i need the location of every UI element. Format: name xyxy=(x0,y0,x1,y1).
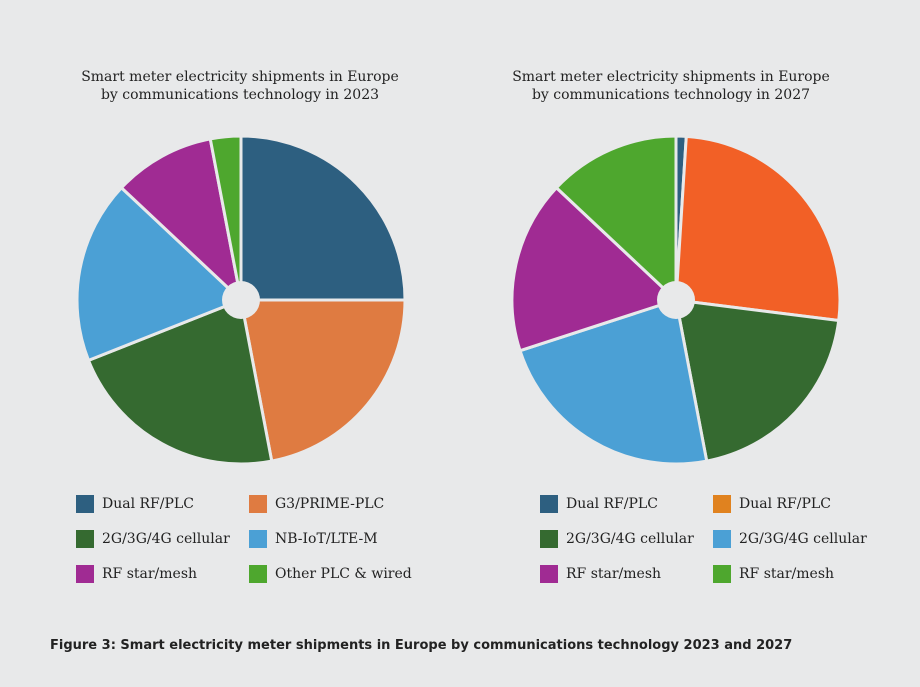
chart-title-2027-line2: by communications technology in 2027 xyxy=(531,87,811,103)
legend-label: 2G/3G/4G cellular xyxy=(102,531,230,547)
legend-item-0-2: 2G/3G/4G cellular xyxy=(76,530,230,548)
legend-item-1-0: Dual RF/PLC xyxy=(540,495,658,513)
legend-swatch xyxy=(540,565,558,583)
legend-swatch xyxy=(713,565,731,583)
pie-slice-0-1 xyxy=(239,298,407,463)
pie-slice-0-4 xyxy=(119,137,243,302)
pie-slice-0-3 xyxy=(75,186,243,362)
legend-label: Dual RF/PLC xyxy=(739,496,831,512)
legend-label: 2G/3G/4G cellular xyxy=(566,531,694,547)
pie-slice-0-2 xyxy=(87,298,274,466)
legend-item-0-3: NB-IoT/LTE-M xyxy=(249,530,378,548)
legend-item-0-0: Dual RF/PLC xyxy=(76,495,194,513)
legend-swatch xyxy=(713,495,731,513)
pie-slice-1-1 xyxy=(674,134,842,323)
chart-title-2023: Smart meter electricity shipments in Eur… xyxy=(40,68,440,104)
legend-label: Dual RF/PLC xyxy=(102,496,194,512)
chart-title-2027: Smart meter electricity shipments in Eur… xyxy=(471,68,871,104)
legend-swatch xyxy=(76,565,94,583)
pie-chart-2027 xyxy=(510,134,842,466)
legend-item-0-5: Other PLC & wired xyxy=(249,565,412,583)
figure-caption: Figure 3: Smart electricity meter shipme… xyxy=(50,638,793,653)
legend-swatch xyxy=(249,495,267,513)
legend-label: RF star/mesh xyxy=(739,566,835,582)
legend-item-1-4: RF star/mesh xyxy=(540,565,661,583)
legend-label: G3/PRIME-PLC xyxy=(275,496,385,512)
legend-swatch xyxy=(540,495,558,513)
legend-swatch xyxy=(76,495,94,513)
pie-center-hole xyxy=(222,281,260,319)
legend-item-1-1: Dual RF/PLC xyxy=(713,495,831,513)
legend-item-0-1: G3/PRIME-PLC xyxy=(249,495,384,513)
legend-swatch xyxy=(76,530,94,548)
pie-slice-1-2 xyxy=(674,298,841,463)
legend-swatch xyxy=(540,530,558,548)
pie-center-hole xyxy=(657,281,695,319)
legend-swatch xyxy=(713,530,731,548)
legend-item-1-2: 2G/3G/4G cellular xyxy=(540,530,694,548)
legend-label: 2G/3G/4G cellular xyxy=(739,531,867,547)
legend-item-1-3: 2G/3G/4G cellular xyxy=(713,530,867,548)
pie-slice-0-0 xyxy=(239,134,407,302)
legend-swatch xyxy=(249,565,267,583)
legend-label: Other PLC & wired xyxy=(275,566,412,582)
legend-label: RF star/mesh xyxy=(102,566,198,582)
pie-slice-0-5 xyxy=(208,134,243,302)
chart-title-2023-line1: Smart meter electricity shipments in Eur… xyxy=(81,69,399,85)
legend-item-0-4: RF star/mesh xyxy=(76,565,197,583)
pie-chart-2023 xyxy=(75,134,407,466)
chart-title-2027-line1: Smart meter electricity shipments in Eur… xyxy=(512,69,830,85)
pie-slice-1-3 xyxy=(518,298,709,466)
legend-label: NB-IoT/LTE-M xyxy=(275,531,378,547)
legend-item-1-5: RF star/mesh xyxy=(713,565,834,583)
legend-label: RF star/mesh xyxy=(566,566,662,582)
pie-slice-1-5 xyxy=(554,134,678,302)
legend-swatch xyxy=(249,530,267,548)
chart-title-2023-line2: by communications technology in 2023 xyxy=(100,87,380,103)
legend-label: Dual RF/PLC xyxy=(566,496,658,512)
pie-slice-1-4 xyxy=(510,186,678,353)
